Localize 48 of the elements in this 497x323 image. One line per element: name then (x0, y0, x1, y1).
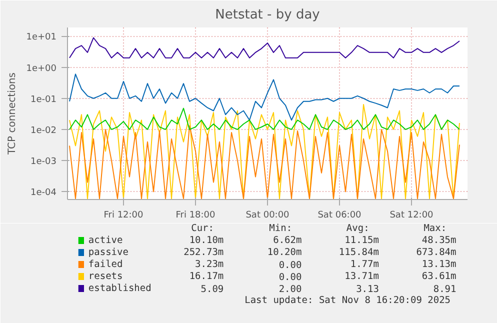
text: 5.09 (200, 284, 224, 295)
text: 16.17m (189, 271, 224, 282)
text: 0.00 (278, 260, 302, 271)
line-series (69, 74, 460, 121)
y-axis-title: TCP connections (7, 72, 18, 156)
text: 0.00 (278, 272, 302, 283)
text: 13.13m (422, 259, 457, 270)
text: 11.15m (344, 235, 380, 246)
y-tick-label: 1e+00 (26, 64, 57, 74)
legend-label: established (88, 283, 152, 294)
text: Last update: Sat Nov 8 16:20:09 2025 (244, 295, 451, 306)
x-tick-label: Sat 12:00 (390, 210, 434, 220)
x-tick-label: Sat 00:00 (246, 210, 290, 220)
line-series (69, 108, 460, 130)
text: 2.00 (278, 284, 302, 295)
line-series (69, 104, 460, 200)
line-series (69, 37, 460, 58)
legend-label: failed (88, 259, 123, 270)
x-tick-label: Fri 12:00 (104, 210, 144, 220)
text: 115.84m (338, 247, 380, 258)
legend-label: active (88, 235, 124, 246)
y-tick-label: 1e-04 (30, 188, 57, 198)
text: 6.62m (273, 235, 302, 246)
x-tick-label: Fri 18:00 (176, 210, 216, 220)
text: 13.71m (344, 271, 380, 282)
text: 1.77m (350, 259, 380, 270)
text: 48.35m (422, 235, 457, 246)
y-tick-label: 1e+01 (26, 32, 57, 43)
legend-label: passive (88, 247, 129, 258)
text: 252.73m (184, 247, 224, 258)
text: 10.10m (189, 235, 224, 246)
x-tick-label: Sat 06:00 (318, 210, 362, 220)
text: Min: (269, 223, 292, 234)
text: Avg: (346, 223, 370, 234)
chart-title: Netstat - by day (215, 8, 320, 22)
text: Cur: (191, 223, 214, 234)
y-tick-label: 1e-01 (30, 94, 57, 105)
text: 63.61m (422, 271, 457, 282)
text: 8.91 (433, 284, 457, 295)
text: 10.20m (267, 247, 302, 258)
y-tick-label: 1e-03 (30, 157, 57, 168)
line-series (69, 125, 460, 200)
text: 673.84m (416, 247, 457, 258)
text: 3.23m (195, 259, 224, 270)
legend-label: resets (88, 271, 123, 282)
y-tick-label: 1e-02 (30, 126, 57, 136)
text: Max: (424, 223, 447, 234)
text: 3.13 (356, 284, 379, 295)
